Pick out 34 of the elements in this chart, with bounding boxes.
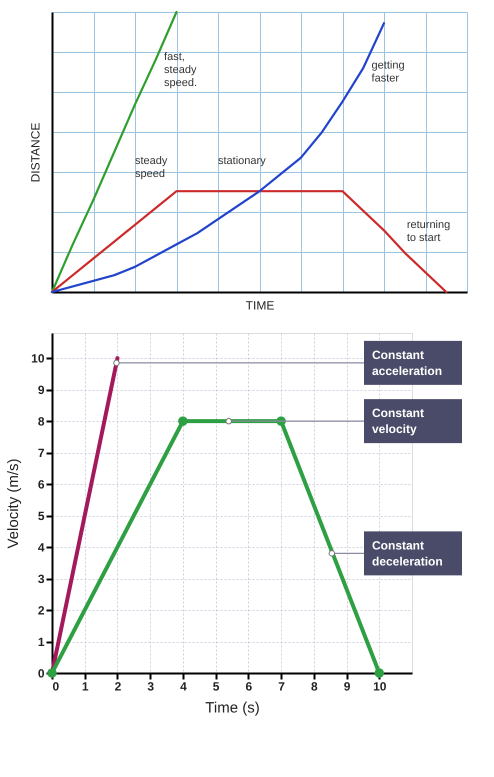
y-tick-label: 0 (38, 666, 45, 680)
annotation: stationary (218, 154, 266, 167)
y-tick-label: 6 (38, 478, 45, 492)
x-tick-label: 4 (180, 680, 188, 694)
y-tick-label: 10 (31, 352, 45, 366)
annotation: Constant deceleration (372, 538, 443, 568)
y-tick-label: 4 (38, 540, 45, 555)
x-tick-label: 2 (114, 680, 122, 694)
annotation: Constant acceleration (372, 348, 442, 378)
x-tick-label: 6 (246, 680, 253, 694)
x-tick-label: 1 (82, 680, 89, 694)
x-tick-label: 8 (310, 680, 318, 694)
y-axis-title: DISTANCE (28, 122, 42, 182)
x-tick-label: 5 (212, 680, 220, 694)
y-tick-label: 8 (38, 414, 45, 429)
y-tick-label: 3 (38, 572, 45, 586)
x-axis-title: Time (s) (205, 700, 260, 716)
annotation: Constant velocity (372, 406, 424, 436)
x-tick-label: 0 (52, 680, 60, 694)
y-tick-label: 5 (38, 509, 45, 524)
y-tick-label: 7 (38, 446, 45, 460)
y-tick-label: 1 (38, 635, 45, 650)
annotation: steady speed (135, 154, 168, 180)
x-axis-title: TIME (246, 298, 274, 312)
x-tick-label: 3 (147, 680, 154, 694)
annotation: getting faster (372, 60, 405, 85)
y-tick-label: 9 (38, 383, 45, 398)
y-axis-title: Velocity (m/s) (5, 458, 22, 549)
annotation: fast, steady speed. (164, 51, 198, 90)
x-tick-label: 9 (344, 680, 351, 694)
x-tick-label: 10 (373, 680, 387, 694)
x-tick-label: 7 (278, 680, 286, 694)
y-tick-label: 2 (38, 604, 45, 618)
annotation: returning to start (406, 219, 450, 244)
